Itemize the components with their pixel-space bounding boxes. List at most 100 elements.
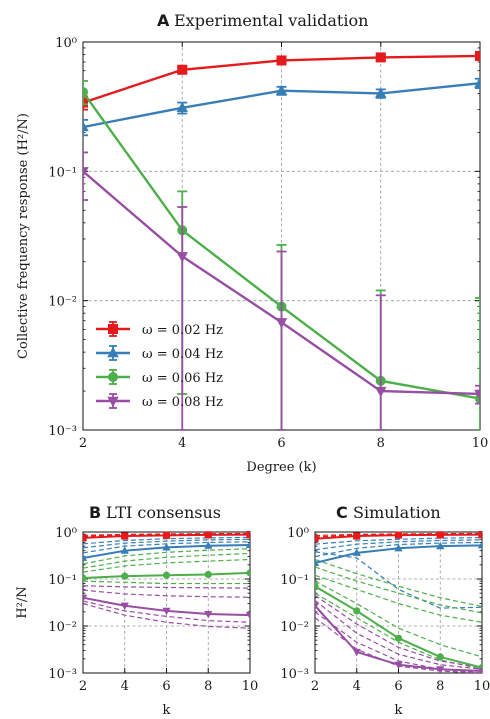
legend-marker (108, 324, 118, 334)
panel-a: 2 4 6 8 10 10⁻³ 10⁻² 10⁻¹ 10⁰ A Experimental valid… (16, 11, 488, 475)
panel-c: 2 4 6 8 10 10⁻³ 10⁻² 10⁻¹ 10⁰ C Simulation k (280, 503, 490, 718)
data-point-purple (436, 666, 445, 673)
data-point-purple (162, 607, 171, 616)
data-point-green (162, 571, 171, 579)
series-green (83, 569, 250, 582)
dashed-line-purple (83, 602, 250, 629)
legend-marker (108, 372, 118, 382)
dashed-line-green (315, 580, 482, 658)
series-purple (83, 594, 250, 620)
dashed-line-purple (315, 599, 482, 670)
y-tick-label: 10⁻³ (48, 667, 77, 682)
series-red (315, 531, 482, 543)
data-point-green (315, 582, 319, 590)
y-tick-label: 10⁻³ (48, 424, 77, 439)
data-point-red (121, 532, 129, 540)
series-blue (315, 541, 482, 566)
dashed-line-blue (315, 539, 482, 551)
x-tick-label: 6 (162, 679, 170, 694)
plot-frame (314, 531, 483, 674)
data-point-blue (315, 558, 320, 566)
data-point-purple (315, 602, 320, 611)
data-point-purple (394, 661, 403, 670)
data-layer (83, 531, 250, 629)
x-tick-label: 10 (242, 679, 259, 694)
panel-letter: A (157, 11, 170, 30)
data-point-red (204, 531, 212, 539)
data-point-red (83, 534, 87, 542)
x-axis-label: Degree (k) (246, 460, 316, 475)
dashed-line-green (315, 558, 482, 608)
legend-label: ω = 0.08 Hz (142, 395, 223, 410)
x-axis-label: k (395, 703, 403, 718)
legend-item: ω = 0.04 Hz (96, 345, 223, 362)
data-point-blue (245, 540, 250, 549)
dashed-line-green (315, 566, 482, 614)
y-tick-label: 10⁻² (48, 295, 77, 310)
data-point-purple (176, 252, 188, 263)
y-tick-label: 10⁰ (55, 36, 77, 51)
data-point-red (276, 55, 287, 66)
y-tick-label: 10⁰ (55, 526, 77, 541)
y-axis-label: Collective frequency response (H²/N) (16, 113, 31, 359)
series-purple (83, 151, 480, 430)
data-layer (83, 50, 480, 430)
data-point-red (475, 50, 480, 61)
x-tick-label: 8 (377, 436, 385, 451)
x-tick-label: 2 (79, 679, 87, 694)
data-point-blue (474, 77, 480, 88)
x-tick-label: 6 (394, 679, 402, 694)
legend-item: ω = 0.06 Hz (96, 369, 223, 386)
data-point-green (121, 572, 129, 580)
data-point-purple (83, 167, 89, 178)
data-point-green (353, 607, 361, 615)
dashed-line-purple (83, 585, 250, 589)
data-point-purple (83, 594, 88, 603)
x-tick-label: 10 (474, 679, 490, 694)
series-red (83, 50, 480, 111)
data-point-green (83, 574, 87, 582)
data-point-green (394, 634, 403, 642)
chart-title: Simulation (353, 503, 441, 522)
data-point-blue (352, 548, 361, 556)
data-point-purple (474, 389, 480, 400)
legend-label: ω = 0.06 Hz (142, 371, 223, 386)
legend-item: ω = 0.08 Hz (96, 393, 223, 410)
x-tick-label: 6 (277, 436, 285, 451)
x-tick-label: 4 (353, 679, 361, 694)
panel-b: 2 4 6 8 10 10⁻³ 10⁻² 10⁻¹ 10⁰ B LTI consensus k H²/N (15, 503, 258, 718)
series-blue (83, 540, 250, 562)
dashed-line-green (83, 580, 250, 585)
legend: ω = 0.02 Hz ω = 0.04 Hz ω = 0.06 Hz ω = 0.0… (96, 321, 223, 410)
panel-letter: C (336, 503, 348, 522)
dashed-line-green (83, 558, 250, 573)
data-point-purple (375, 386, 387, 398)
dashed-line-purple (83, 589, 250, 598)
x-tick-label: 2 (311, 679, 319, 694)
data-point-red (478, 531, 482, 539)
dashed-line-blue (83, 538, 250, 549)
y-tick-label: 10⁻¹ (48, 165, 77, 180)
x-tick-label: 4 (121, 679, 129, 694)
data-point-green (436, 653, 444, 661)
x-tick-label: 2 (79, 436, 87, 451)
ticks (314, 531, 483, 674)
data-point-green (83, 87, 88, 98)
panel-letter: B (89, 503, 101, 522)
dashed-line-green (83, 552, 250, 569)
data-point-blue (204, 541, 213, 549)
dashed-line-green (83, 548, 250, 565)
y-tick-label: 10⁻¹ (280, 573, 309, 588)
data-layer (315, 531, 482, 673)
y-tick-label: 10⁰ (287, 526, 309, 541)
x-axis-label: k (163, 703, 171, 718)
legend-label: ω = 0.04 Hz (142, 347, 223, 362)
dashed-line-green (315, 574, 482, 623)
grid (83, 532, 250, 673)
series-purple (315, 602, 482, 673)
dashed-line-purple (83, 600, 250, 623)
legend-label: ω = 0.02 Hz (142, 323, 223, 338)
data-point-red (315, 535, 319, 543)
data-point-green (246, 569, 250, 577)
